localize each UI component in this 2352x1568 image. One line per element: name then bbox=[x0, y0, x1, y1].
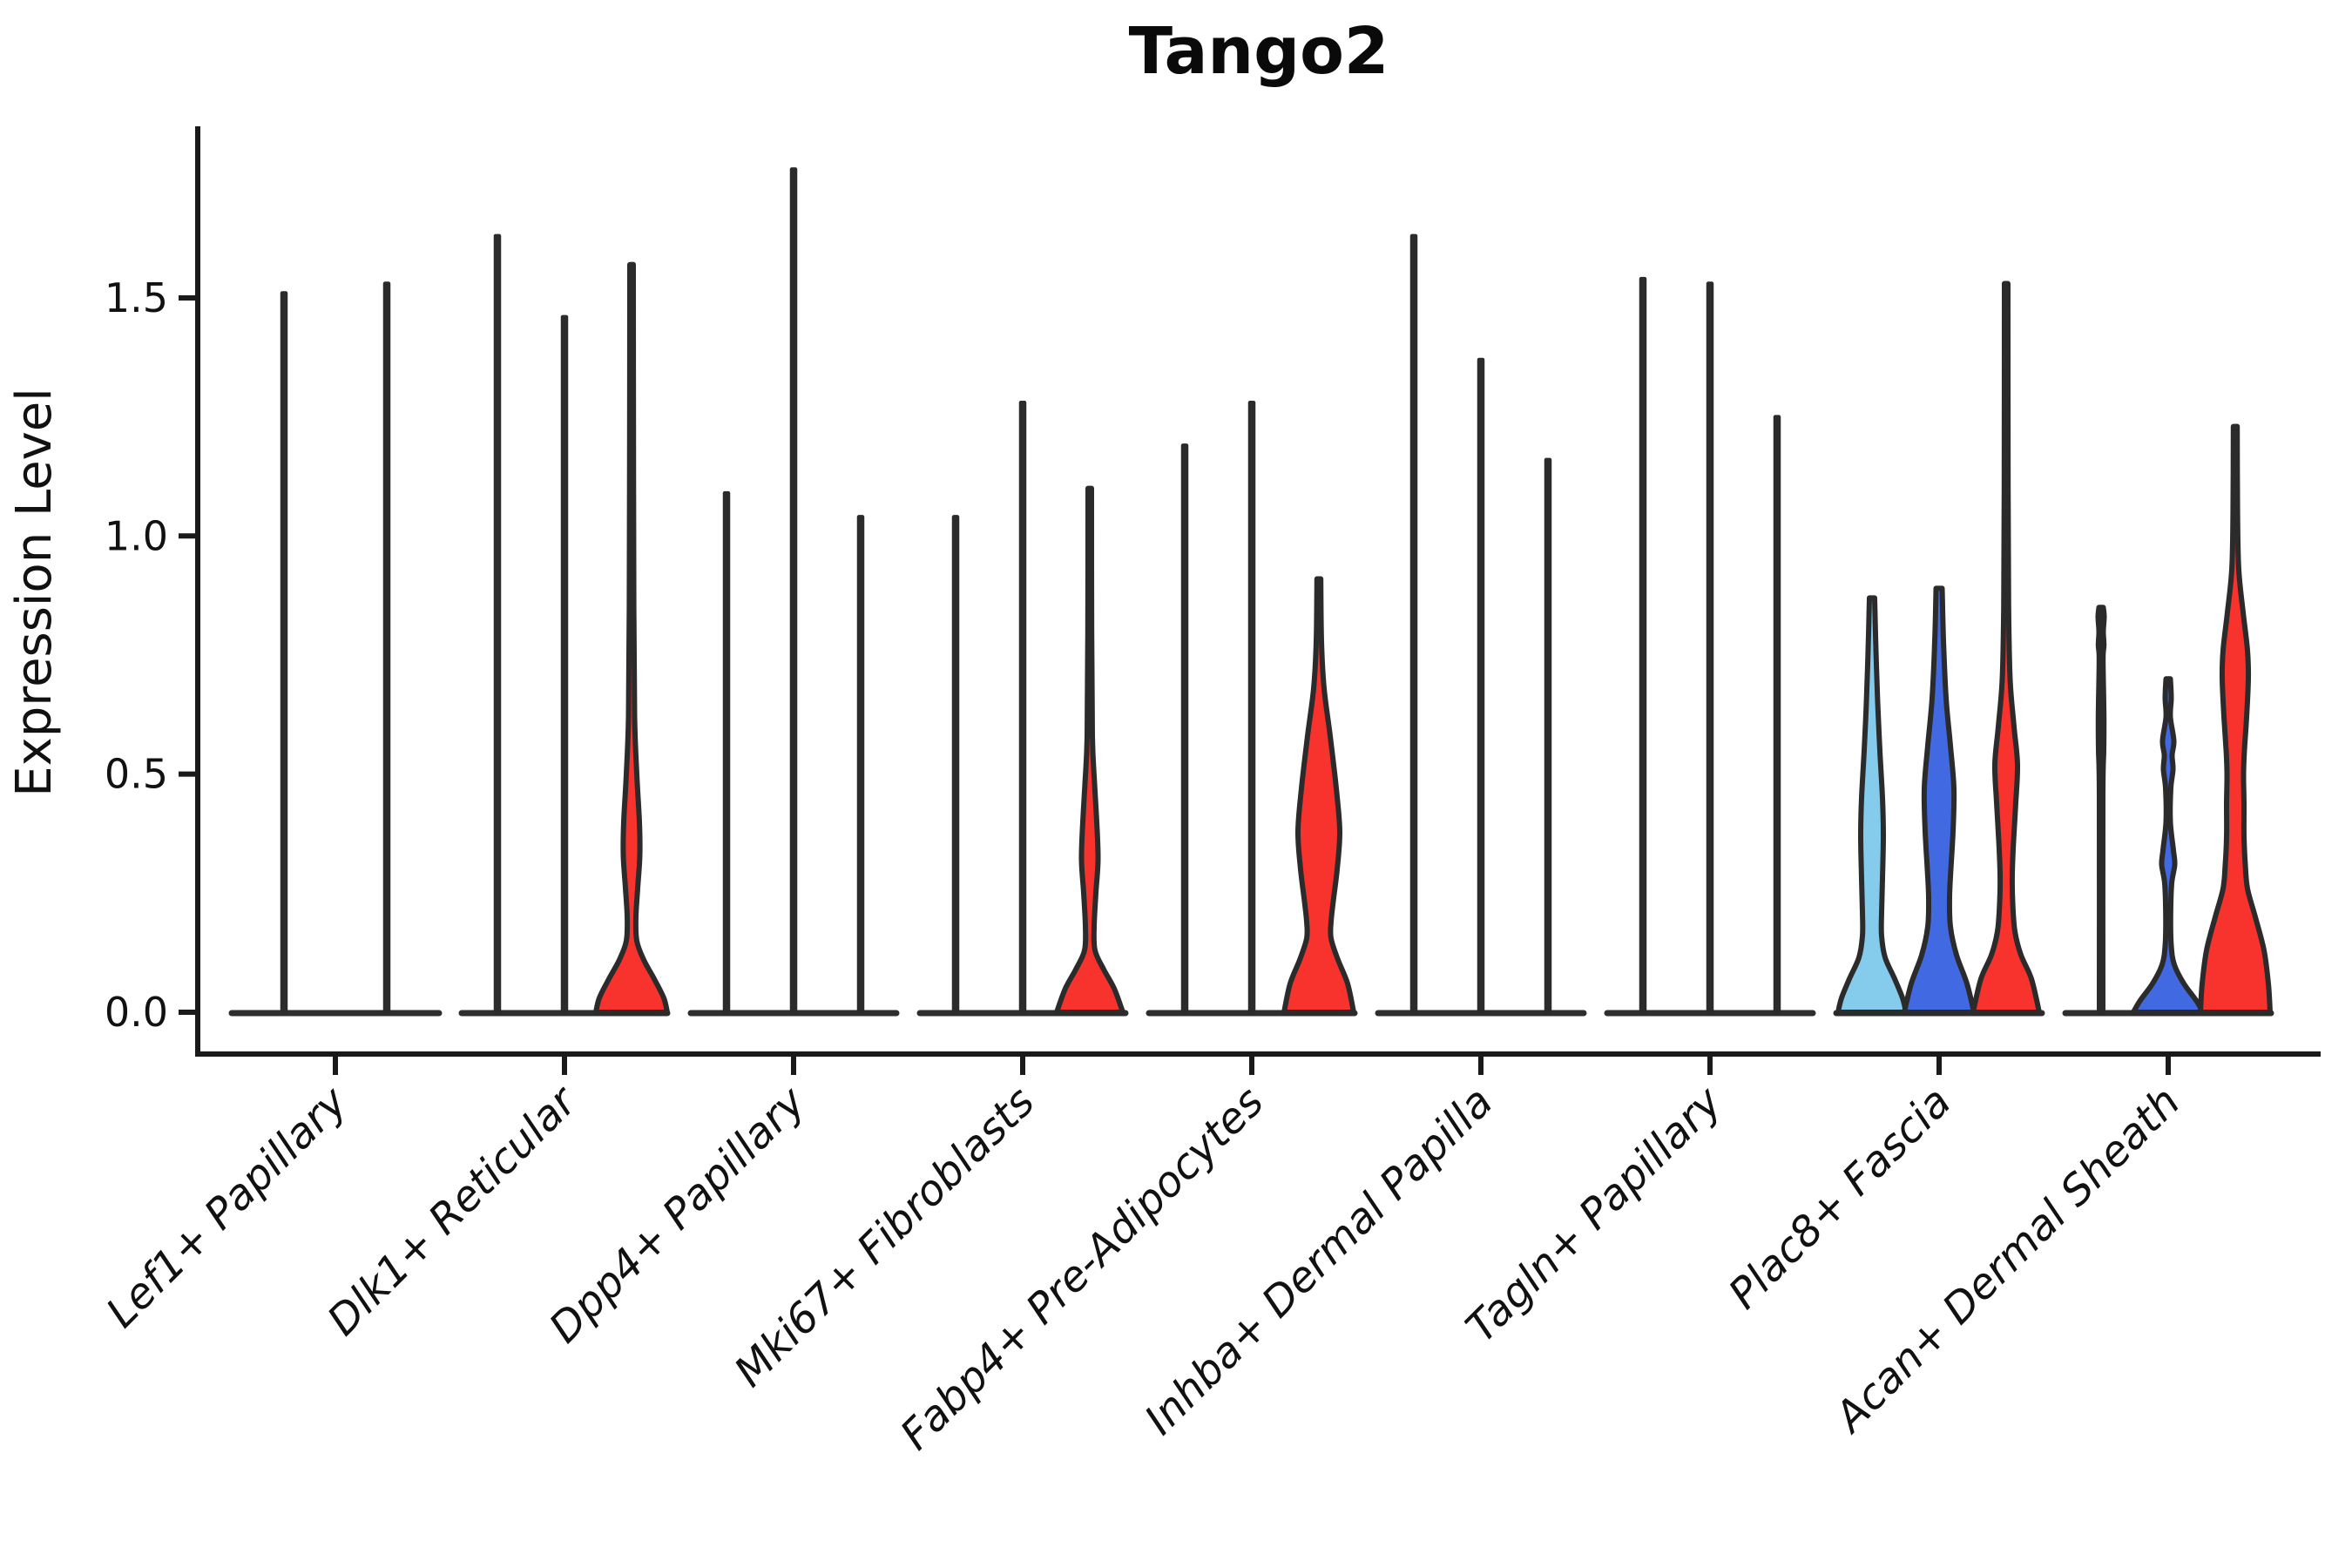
violin-2-1-spike bbox=[493, 233, 502, 1015]
violin-7-3-spike bbox=[1773, 415, 1781, 1015]
y-axis-title: Expression Level bbox=[6, 388, 63, 797]
y-tick-label: 1.5 bbox=[105, 274, 168, 321]
violin-9-1-spike bbox=[2095, 605, 2107, 1015]
violin-8-1-lightblue bbox=[1835, 595, 1909, 1015]
chart-title: Tango2 bbox=[1129, 14, 1389, 89]
violin-5-2-spike bbox=[1247, 400, 1256, 1015]
violin-2-3-red bbox=[593, 261, 670, 1015]
violin-1-2-spike bbox=[382, 281, 391, 1015]
violin-8-2-blue bbox=[1902, 585, 1977, 1015]
violin-5-3-red bbox=[1281, 576, 1356, 1015]
y-tick-label: 1.0 bbox=[105, 512, 168, 559]
violin-6-2-spike bbox=[1477, 357, 1485, 1015]
violin-7-2-spike bbox=[1706, 281, 1714, 1015]
violin-3-1-spike bbox=[722, 490, 731, 1015]
violin-4-1-spike bbox=[951, 515, 960, 1015]
violin-9-2-blue bbox=[2131, 676, 2206, 1015]
violin-8-3-red bbox=[1970, 280, 2042, 1015]
violin-9-3-red bbox=[2198, 423, 2273, 1015]
violin-1-1-spike bbox=[280, 291, 288, 1015]
violin-4-2-spike bbox=[1018, 400, 1027, 1015]
violin-6-1-spike bbox=[1409, 233, 1418, 1015]
violin-2-2-spike bbox=[560, 314, 569, 1015]
y-tick-label: 0.0 bbox=[105, 989, 168, 1036]
violin-6-3-spike bbox=[1544, 457, 1552, 1015]
y-tick-label: 0.5 bbox=[105, 751, 168, 798]
violin-3-2-spike bbox=[789, 167, 798, 1015]
violin-4-3-red bbox=[1054, 485, 1125, 1015]
violin-7-1-spike bbox=[1639, 276, 1647, 1015]
violin-5-1-spike bbox=[1180, 443, 1189, 1015]
violin-3-3-spike bbox=[856, 515, 865, 1015]
